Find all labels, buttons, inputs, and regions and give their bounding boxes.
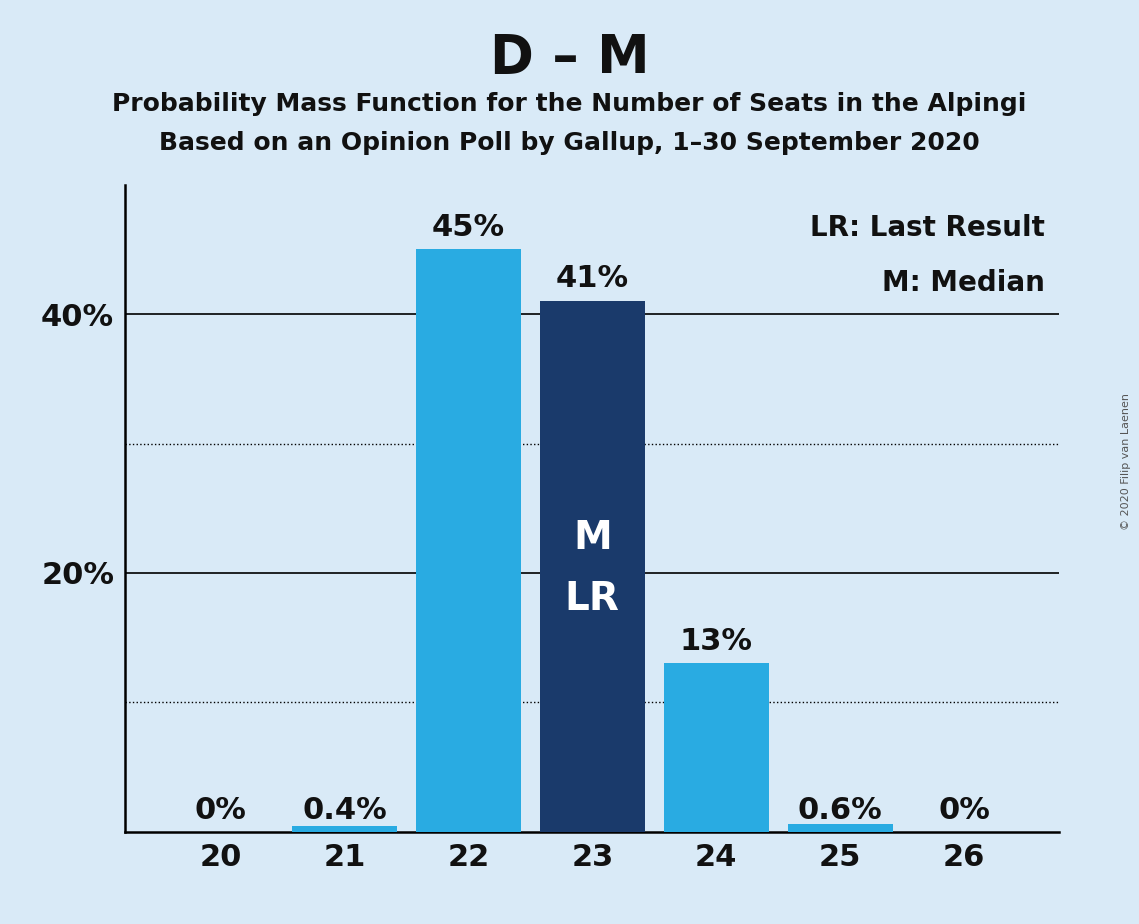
Text: 13%: 13% (680, 626, 753, 656)
Text: M: Median: M: Median (883, 269, 1046, 297)
Text: 0%: 0% (939, 796, 990, 825)
Text: LR: LR (565, 579, 620, 618)
Bar (664, 663, 769, 832)
Text: 0%: 0% (195, 796, 246, 825)
Text: 41%: 41% (556, 264, 629, 294)
Text: LR: Last Result: LR: Last Result (810, 213, 1046, 242)
Bar (540, 301, 645, 832)
Text: M: M (573, 519, 612, 557)
Text: Probability Mass Function for the Number of Seats in the Alpingi: Probability Mass Function for the Number… (113, 92, 1026, 116)
Text: 0.6%: 0.6% (797, 796, 883, 825)
Text: 0.4%: 0.4% (302, 796, 387, 825)
Text: © 2020 Filip van Laenen: © 2020 Filip van Laenen (1121, 394, 1131, 530)
Text: D – M: D – M (490, 32, 649, 84)
Bar (416, 249, 521, 832)
Text: Based on an Opinion Poll by Gallup, 1–30 September 2020: Based on an Opinion Poll by Gallup, 1–30… (159, 131, 980, 155)
Bar (787, 824, 893, 832)
Text: 45%: 45% (432, 213, 505, 242)
Bar (292, 826, 398, 832)
